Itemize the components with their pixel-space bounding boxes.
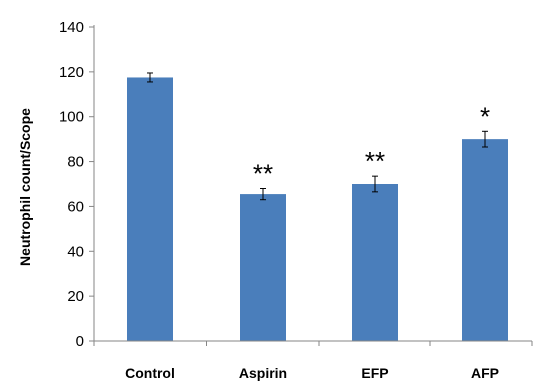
y-tick-label: 140 bbox=[59, 19, 84, 36]
labels-layer: Control ** Aspirin ** EFP * AFP 0 20 40 60 80 100 120… bbox=[59, 19, 499, 381]
bars-layer bbox=[127, 77, 508, 341]
y-tick-label: 120 bbox=[59, 64, 84, 81]
axes-layer bbox=[89, 25, 533, 346]
significance-marker: ** bbox=[253, 158, 273, 188]
error-bar-aspirin bbox=[260, 187, 266, 201]
bar-aspirin bbox=[240, 194, 286, 341]
y-tick-label: 80 bbox=[67, 154, 84, 171]
significance-marker: * bbox=[480, 101, 490, 131]
error-bar-control bbox=[147, 72, 153, 83]
bar-control bbox=[127, 77, 173, 341]
error-bar-afp bbox=[482, 130, 488, 148]
y-tick-label: 60 bbox=[67, 198, 84, 215]
y-axis-title: Neutrophil count/Scope bbox=[17, 108, 33, 266]
error-bars-layer bbox=[147, 72, 488, 201]
x-tick-label: AFP bbox=[471, 365, 499, 381]
x-tick-label: Control bbox=[125, 365, 175, 381]
x-tick-label: EFP bbox=[361, 365, 388, 381]
y-tick-label: 40 bbox=[67, 243, 84, 260]
bar-afp bbox=[462, 139, 508, 341]
y-tick-label: 0 bbox=[76, 333, 84, 350]
bar-efp bbox=[352, 184, 398, 341]
y-tick-label: 20 bbox=[67, 288, 84, 305]
x-tick-label: Aspirin bbox=[239, 365, 287, 381]
y-tick-label: 100 bbox=[59, 109, 84, 126]
significance-marker: ** bbox=[365, 146, 385, 176]
error-bar-efp bbox=[372, 175, 378, 193]
